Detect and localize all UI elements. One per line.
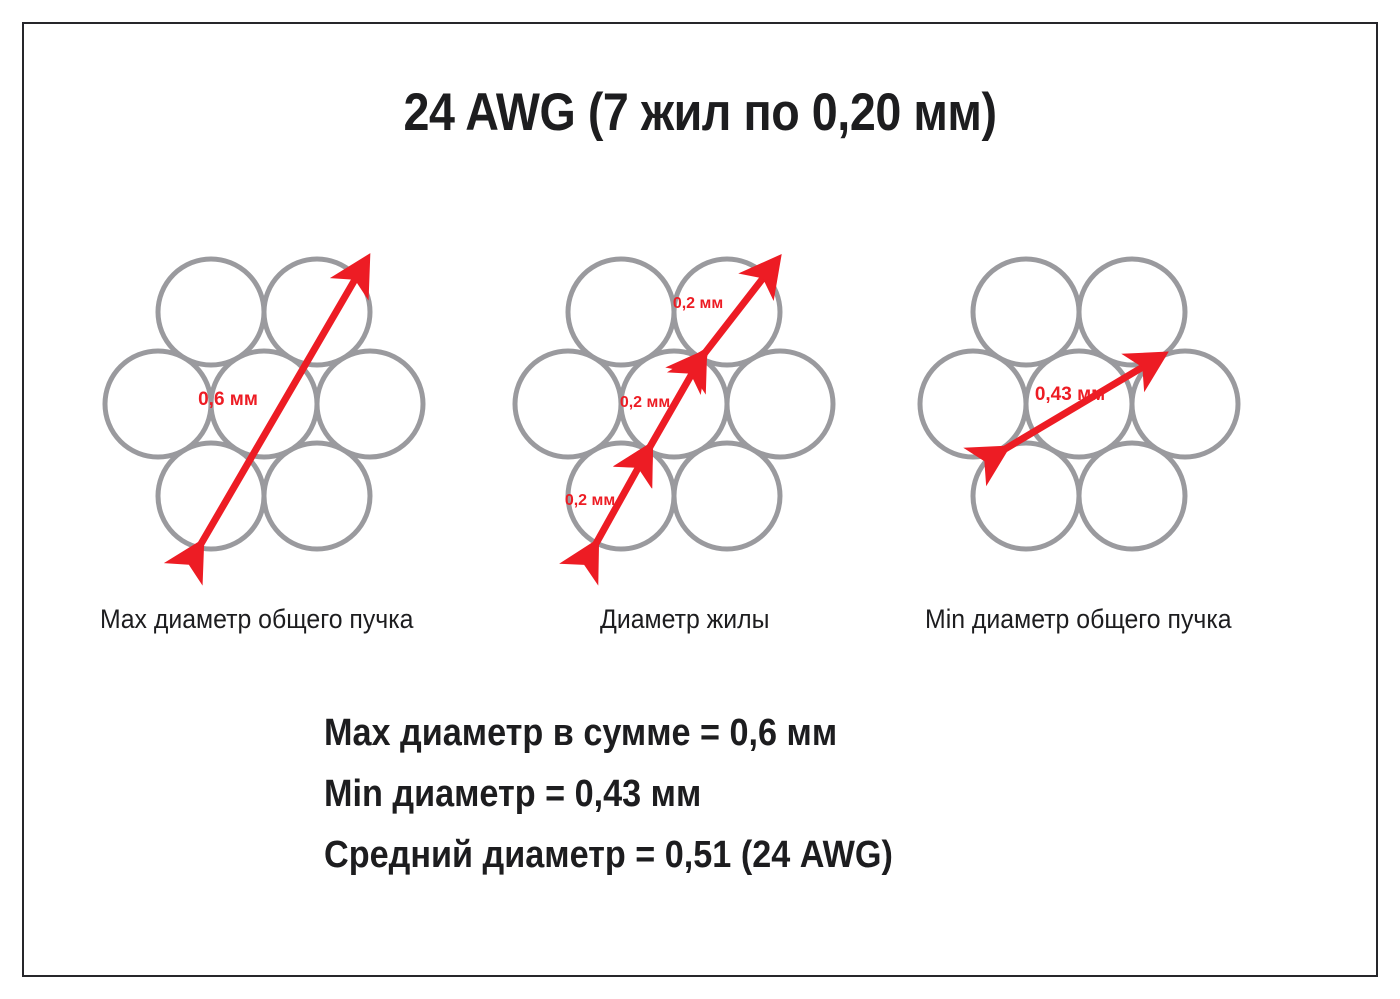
measure-arrow-max-bundle <box>163 253 371 586</box>
strand-circle-top-left <box>970 256 1082 368</box>
measure-label-strand-bottom: 0,2 мм <box>565 492 615 509</box>
strand-circle-top-right <box>1076 256 1188 368</box>
summary-line-min: Min диаметр = 0,43 мм <box>324 773 702 815</box>
measure-arrow-strand-bottom <box>559 440 654 586</box>
measure-arrow-strand-middle <box>612 347 708 489</box>
strand-circle-bottom-right <box>671 440 783 552</box>
strand-circles <box>102 256 426 552</box>
measure-arrow-min-bundle <box>963 351 1169 487</box>
strand-circle-mid-left <box>102 348 214 460</box>
cluster-row: 0,6 мм <box>0 240 1400 590</box>
measure-label-strand-middle: 0,2 мм <box>620 394 670 411</box>
measure-arrow-strand-top <box>665 254 782 395</box>
summary-line-average: Средний диаметр = 0,51 (24 AWG) <box>324 834 893 876</box>
strand-circle-bottom-right <box>261 440 373 552</box>
strand-circle-mid-right <box>314 348 426 460</box>
cluster-max-bundle: 0,6 мм <box>85 240 445 590</box>
strand-circle-bottom-left <box>970 440 1082 552</box>
caption-row: Max диаметр общего пучка Диаметр жилы Mi… <box>0 604 1400 648</box>
strand-circle-mid-right <box>724 348 836 460</box>
strand-circle-bottom-right <box>1076 440 1188 552</box>
summary-line-max: Max диаметр в сумме = 0,6 мм <box>324 712 838 754</box>
caption-max-bundle: Max диаметр общего пучка <box>100 604 414 634</box>
measure-label-max-bundle: 0,6 мм <box>198 389 258 410</box>
strand-circle-top-left <box>155 256 267 368</box>
measure-label-min-bundle: 0,43 мм <box>1035 384 1105 405</box>
caption-min-bundle: Min диаметр общего пучка <box>925 604 1232 634</box>
page-title: 24 AWG (7 жил по 0,20 мм) <box>403 83 997 142</box>
cluster-strand-diameter: 0,2 мм 0,2 мм 0,2 мм <box>495 240 855 590</box>
strand-circle-mid-left <box>917 348 1029 460</box>
summary-block: Max диаметр в сумме = 0,6 мм Min диаметр… <box>0 712 1400 895</box>
measure-label-strand-top: 0,2 мм <box>673 295 723 312</box>
caption-strand-diameter: Диаметр жилы <box>600 604 770 634</box>
strand-circle-top-left <box>565 256 677 368</box>
strand-circle-mid-left <box>512 348 624 460</box>
cluster-min-bundle: 0,43 мм <box>900 240 1260 590</box>
